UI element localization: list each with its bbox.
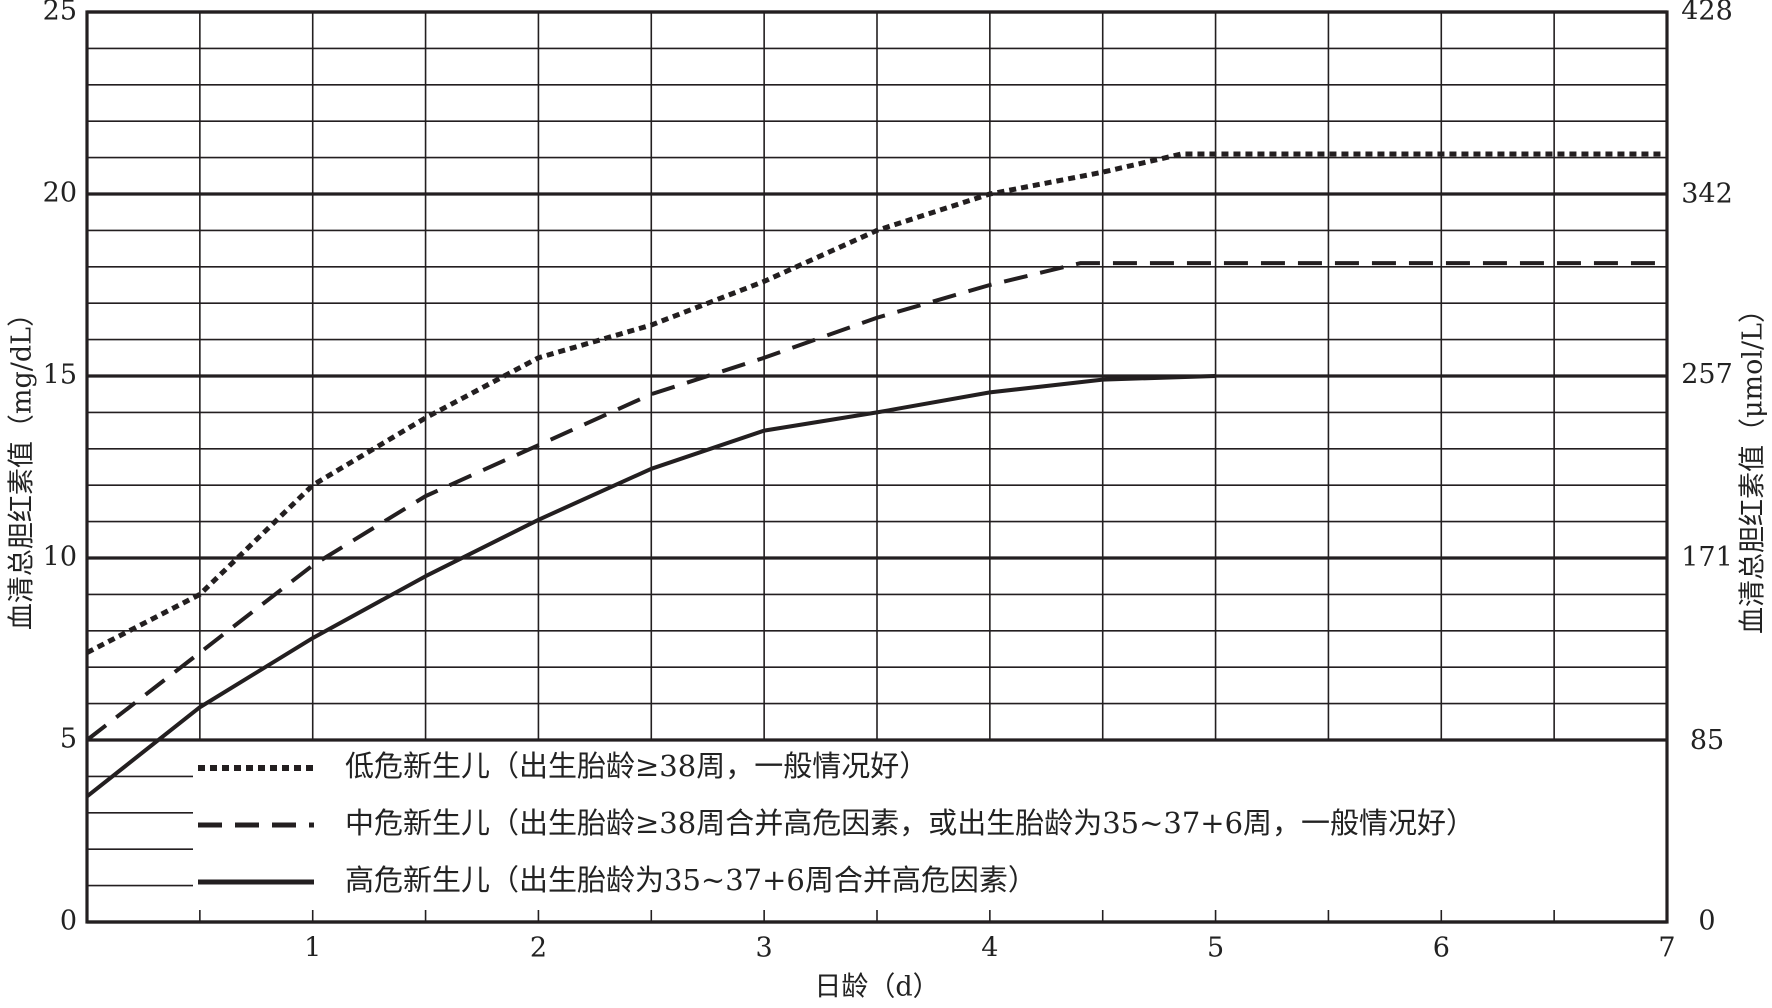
x-axis-label: 日龄（d） <box>814 972 939 1003</box>
y-axis-label: 血清总胆红素值（mg/dL） <box>7 300 38 630</box>
y-tick-label: 15 <box>43 360 77 391</box>
y2-tick-label: 171 <box>1681 542 1733 573</box>
y-tick-label: 20 <box>43 178 77 209</box>
legend-label: 高危新生儿（出生胎龄为35~37+6周合并高危因素） <box>345 863 1037 897</box>
x-tick-label: 4 <box>981 933 998 964</box>
y-tick-label: 25 <box>43 0 77 27</box>
y-tick-label: 5 <box>60 724 77 755</box>
series-line <box>85 151 1667 655</box>
x-tick-label: 7 <box>1658 933 1675 964</box>
y2-tick-label: 0 <box>1698 906 1715 937</box>
y-tick-label: 10 <box>43 542 77 573</box>
legend-label: 中危新生儿（出生胎龄≥38周合并高危因素，或出生胎龄为35~37+6周，一般情况… <box>345 806 1475 840</box>
y2-tick-label: 428 <box>1681 0 1733 27</box>
legend-label: 低危新生儿（出生胎龄≥38周，一般情况好） <box>345 749 928 783</box>
y2-axis-label: 血清总胆红素值（μmol/L） <box>1738 296 1769 634</box>
x-tick-label: 5 <box>1207 933 1224 964</box>
y2-tick-label: 257 <box>1681 359 1733 390</box>
series-line <box>85 261 1667 742</box>
y2-tick-label: 342 <box>1681 178 1733 209</box>
y2-tick-label: 85 <box>1690 725 1724 756</box>
series-line <box>85 374 1216 798</box>
x-tick-label: 1 <box>304 933 321 964</box>
plot-frame <box>85 10 1669 924</box>
x-tick-label: 3 <box>756 933 773 964</box>
y-tick-label: 0 <box>60 906 77 937</box>
x-tick-label: 6 <box>1433 933 1450 964</box>
x-tick-label: 2 <box>530 933 547 964</box>
